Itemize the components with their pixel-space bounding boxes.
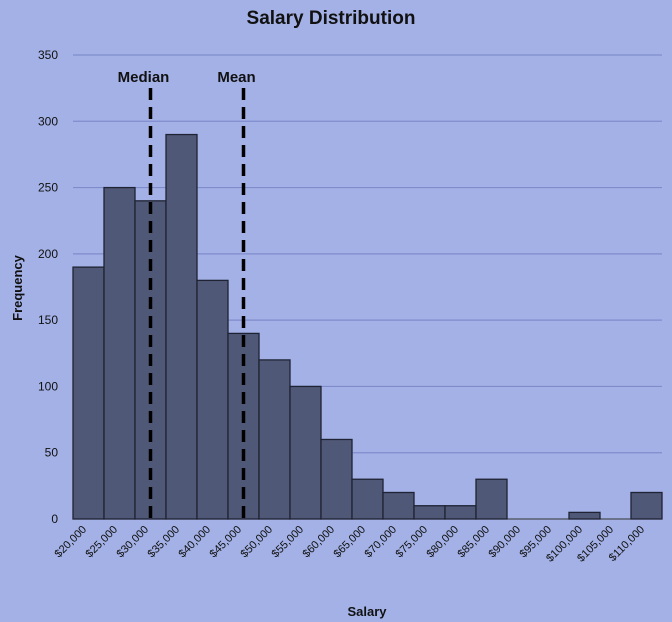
bar bbox=[351, 478, 384, 520]
y-tick-label: 350 bbox=[38, 48, 58, 62]
y-tick-label: 200 bbox=[38, 247, 58, 261]
bar bbox=[258, 359, 291, 520]
annotations: Median Mean bbox=[118, 69, 256, 519]
y-axis-ticks: 0 50 100 150 200 250 300 350 bbox=[38, 48, 58, 526]
y-tick-label: 0 bbox=[51, 512, 58, 526]
bar bbox=[165, 133, 198, 520]
y-tick-label: 50 bbox=[45, 446, 59, 460]
bar bbox=[103, 186, 136, 520]
y-tick-label: 150 bbox=[38, 313, 58, 327]
annotation-label: Mean bbox=[217, 69, 255, 86]
x-axis-label: Salary bbox=[347, 604, 387, 619]
bars bbox=[72, 133, 663, 520]
annotation-label: Median bbox=[118, 69, 170, 86]
bar bbox=[382, 491, 415, 520]
bar bbox=[413, 505, 446, 520]
bar bbox=[568, 511, 601, 520]
bar bbox=[72, 266, 105, 520]
y-tick-label: 100 bbox=[38, 379, 58, 393]
bar bbox=[196, 279, 229, 520]
bar bbox=[630, 491, 663, 520]
bar bbox=[475, 478, 508, 520]
bar bbox=[289, 385, 322, 520]
chart-title: Salary Distribution bbox=[247, 8, 416, 29]
y-axis-label: Frequency bbox=[10, 254, 25, 321]
y-tick-label: 250 bbox=[38, 181, 58, 195]
y-tick-label: 300 bbox=[38, 114, 58, 128]
bar bbox=[444, 505, 477, 520]
bar bbox=[320, 438, 353, 520]
